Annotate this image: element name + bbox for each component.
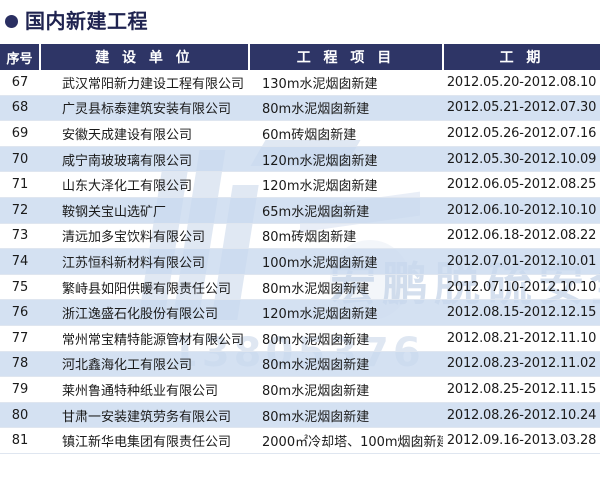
cell-index: 74 — [0, 248, 40, 275]
table-row: 76 浙江逸盛石化股份有限公司 120m水泥烟囱新建 2012.08.15-2012.… — [0, 299, 600, 326]
cell-unit: 咸宁南玻玻璃有限公司 — [40, 146, 249, 172]
cell-period: 2012.09.16-2013.03.28 — [446, 433, 597, 449]
cell-project: 65m水泥烟囱新建 — [249, 197, 443, 224]
cell-project: 100m水泥烟囱新建 — [249, 248, 443, 275]
cell-unit: 武汉常阳新力建设工程有限公司 — [62, 76, 245, 92]
cell-unit: 广灵县标泰建筑安装有限公司 — [40, 95, 249, 121]
cell-index: 80 — [0, 402, 40, 428]
table-row: 73 清远加多宝饮料有限公司 80m砖烟囱新建 2012.06.18-2012.08.… — [0, 223, 600, 249]
cell-unit: 安徽天成建设有限公司 — [62, 127, 193, 143]
cell-project: 80m水泥烟囱新建 — [249, 351, 443, 377]
cell-period: 2012.07.10-2012.10.10 — [446, 279, 597, 295]
table-row: 71 山东大泽化工有限公司 120m水泥烟囱新建 2012.06.05-2012.08… — [0, 172, 600, 198]
table-row: 78 河北鑫海化工有限公司 80m水泥烟囱新建 2012.08.23-2012.11.… — [0, 351, 600, 377]
cell-period: 2012.06.10-2012.10.10 — [443, 197, 600, 224]
projects-table-container: 序号 建 设 单 位 工 程 项 目 工 期 67 武汉常阳新力建设工程有限公司 1… — [0, 44, 600, 454]
cell-unit: 浙江逸盛石化股份有限公司 — [40, 299, 249, 326]
projects-table: 序号 建 设 单 位 工 程 项 目 工 期 67 武汉常阳新力建设工程有限公司 1… — [0, 44, 600, 454]
cell-project: 120m水泥烟囱新建 — [249, 146, 443, 172]
cell-index: 70 — [0, 146, 40, 172]
cell-project: 120m水泥烟囱新建 — [249, 299, 443, 326]
table-row: 77 常州常宝精特能源管材有限公司 80m水泥烟囱新建 2012.08.21-2012… — [0, 325, 600, 352]
page-title: 国内新建工程 — [0, 0, 600, 42]
table-row: 81 镇江新华电集团有限责任公司 2000㎡冷却塔、100m烟囱新建 2012.09.… — [0, 428, 600, 454]
cell-unit: 甘肃一安装建筑劳务有限公司 — [40, 402, 249, 428]
column-header-project: 工 程 项 目 — [249, 44, 444, 70]
cell-period: 2012.05.30-2012.10.09 — [443, 146, 600, 172]
cell-project: 60m砖烟囱新建 — [262, 127, 357, 143]
cell-index: 75 — [11, 279, 29, 295]
cell-period: 2012.07.01-2012.10.01 — [443, 248, 600, 275]
column-header-period: 工 期 — [443, 44, 600, 70]
cell-index: 69 — [11, 125, 29, 141]
cell-period: 2012.06.05-2012.08.25 — [446, 177, 597, 193]
cell-index: 79 — [11, 381, 29, 397]
table-body: 67 武汉常阳新力建设工程有限公司 130m水泥烟囱新建 2012.05.20-201… — [0, 70, 600, 454]
table-row: 75 繁峙县如阳供暖有限责任公司 80m水泥烟囱新建 2012.07.10-2012.… — [0, 274, 600, 300]
cell-period: 2012.06.18-2012.08.22 — [446, 228, 597, 244]
cell-period: 2012.05.21-2012.07.30 — [443, 95, 600, 121]
cell-project: 80m水泥烟囱新建 — [262, 332, 370, 348]
cell-period: 2012.08.23-2012.11.02 — [443, 351, 600, 377]
cell-project: 130m水泥烟囱新建 — [262, 76, 378, 92]
cell-unit: 清远加多宝饮料有限公司 — [62, 230, 206, 246]
cell-index: 72 — [0, 197, 40, 224]
cell-index: 76 — [0, 299, 40, 326]
cell-project: 80m水泥烟囱新建 — [262, 383, 370, 399]
cell-period: 2012.08.21-2012.11.10 — [446, 330, 597, 346]
cell-project: 80m水泥烟囱新建 — [249, 95, 443, 121]
cell-unit: 河北鑫海化工有限公司 — [40, 351, 249, 377]
table-header-row: 序号 建 设 单 位 工 程 项 目 工 期 — [0, 44, 600, 70]
cell-unit: 常州常宝精特能源管材有限公司 — [62, 332, 245, 348]
cell-period: 2012.08.26-2012.10.24 — [443, 402, 600, 428]
cell-period: 2012.05.26-2012.07.16 — [446, 125, 597, 141]
column-header-unit: 建 设 单 位 — [40, 44, 250, 70]
filled-circle-bullet-icon — [5, 14, 18, 28]
cell-index: 81 — [11, 433, 29, 449]
page-title-text: 国内新建工程 — [25, 9, 148, 33]
table-row: 72 鞍钢关宝山选矿厂 65m水泥烟囱新建 2012.06.10-2012.10.10 — [0, 197, 600, 224]
cell-unit: 鞍钢关宝山选矿厂 — [40, 197, 249, 224]
cell-unit: 山东大泽化工有限公司 — [62, 179, 193, 195]
table-row: 79 莱州鲁通特种纸业有限公司 80m水泥烟囱新建 2012.08.25-2012.1… — [0, 377, 600, 403]
cell-project: 80m水泥烟囱新建 — [262, 281, 370, 297]
cell-unit: 繁峙县如阳供暖有限责任公司 — [62, 281, 232, 297]
cell-index: 67 — [11, 74, 29, 90]
cell-period: 2012.08.25-2012.11.15 — [446, 381, 597, 397]
table-row: 80 甘肃一安装建筑劳务有限公司 80m水泥烟囱新建 2012.08.26-2012.… — [0, 402, 600, 428]
column-header-index: 序号 — [0, 44, 41, 70]
cell-index: 71 — [11, 177, 29, 193]
cell-project: 2000㎡冷却塔、100m烟囱新建 — [262, 435, 443, 451]
table-row: 74 江苏恒科新材料有限公司 100m水泥烟囱新建 2012.07.01-2012.1… — [0, 248, 600, 275]
table-row: 68 广灵县标泰建筑安装有限公司 80m水泥烟囱新建 2012.05.21-2012.… — [0, 95, 600, 121]
table-row: 70 咸宁南玻玻璃有限公司 120m水泥烟囱新建 2012.05.30-2012.10… — [0, 146, 600, 172]
cell-unit: 莱州鲁通特种纸业有限公司 — [62, 383, 219, 399]
cell-project: 80m砖烟囱新建 — [262, 230, 357, 246]
cell-project: 80m水泥烟囱新建 — [249, 402, 443, 428]
cell-period: 2012.08.15-2012.12.15 — [443, 299, 600, 326]
table-row: 67 武汉常阳新力建设工程有限公司 130m水泥烟囱新建 2012.05.20-201… — [0, 70, 600, 96]
cell-unit: 江苏恒科新材料有限公司 — [40, 248, 249, 275]
cell-unit: 镇江新华电集团有限责任公司 — [62, 435, 232, 451]
cell-project: 120m水泥烟囱新建 — [262, 179, 378, 195]
table-row: 69 安徽天成建设有限公司 60m砖烟囱新建 2012.05.26-2012.07.1… — [0, 121, 600, 147]
table-header: 序号 建 设 单 位 工 程 项 目 工 期 — [0, 44, 600, 70]
cell-index: 77 — [11, 330, 29, 346]
cell-index: 78 — [0, 351, 40, 377]
cell-period: 2012.05.20-2012.08.10 — [446, 74, 597, 90]
cell-index: 73 — [11, 228, 29, 244]
cell-index: 68 — [0, 95, 40, 121]
